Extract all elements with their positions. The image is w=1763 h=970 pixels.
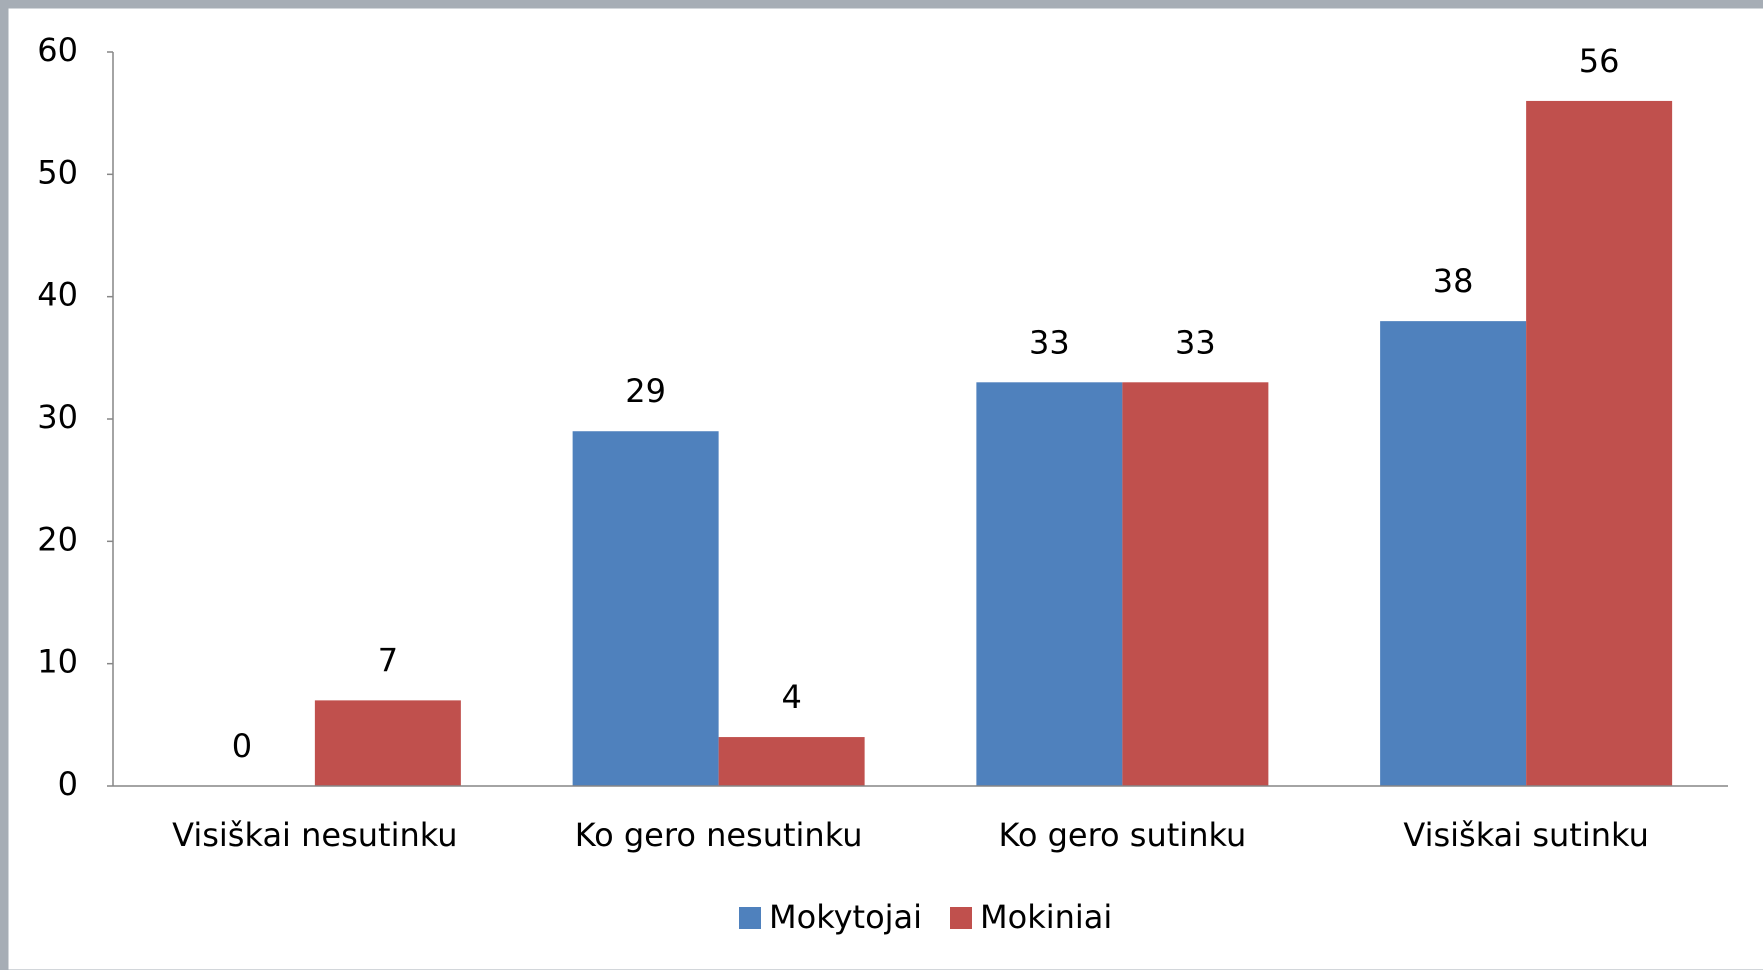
y-tick-label: 40 bbox=[37, 276, 78, 314]
data-label: 0 bbox=[232, 727, 252, 765]
y-tick-label: 0 bbox=[58, 765, 78, 803]
data-label: 33 bbox=[1175, 323, 1216, 361]
legend-label: Mokytojai bbox=[769, 898, 922, 936]
bar bbox=[1122, 382, 1269, 786]
legend-swatch bbox=[739, 907, 761, 929]
y-tick-label: 20 bbox=[37, 520, 78, 558]
bar bbox=[976, 382, 1123, 786]
data-label: 4 bbox=[781, 678, 801, 716]
y-tick-label: 10 bbox=[37, 643, 78, 681]
y-tick-label: 60 bbox=[37, 31, 78, 69]
x-tick-label: Ko gero sutinku bbox=[998, 816, 1246, 854]
bar bbox=[572, 431, 719, 786]
x-tick-label: Ko gero nesutinku bbox=[575, 816, 863, 854]
data-label: 7 bbox=[378, 641, 398, 679]
data-label: 33 bbox=[1029, 323, 1070, 361]
bar bbox=[1526, 100, 1673, 786]
bar bbox=[1380, 321, 1527, 786]
legend-swatch bbox=[950, 907, 972, 929]
legend-label: Mokiniai bbox=[980, 898, 1112, 936]
x-tick-label: Visiškai nesutinku bbox=[172, 816, 457, 854]
bar bbox=[718, 737, 865, 786]
x-tick-label: Visiškai sutinku bbox=[1403, 816, 1648, 854]
y-tick-label: 30 bbox=[37, 398, 78, 436]
data-label: 38 bbox=[1433, 262, 1474, 300]
y-tick-label: 50 bbox=[37, 153, 78, 191]
data-label: 29 bbox=[625, 372, 666, 410]
bar bbox=[314, 700, 461, 786]
data-label: 56 bbox=[1579, 42, 1620, 80]
